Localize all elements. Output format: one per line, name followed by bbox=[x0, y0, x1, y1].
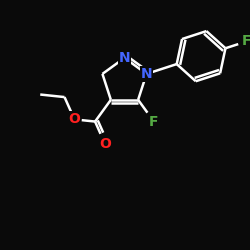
Text: O: O bbox=[99, 137, 111, 151]
Text: F: F bbox=[149, 114, 159, 128]
Text: N: N bbox=[119, 51, 130, 65]
Text: N: N bbox=[141, 67, 152, 81]
Text: O: O bbox=[68, 112, 80, 126]
Text: F: F bbox=[242, 34, 250, 48]
